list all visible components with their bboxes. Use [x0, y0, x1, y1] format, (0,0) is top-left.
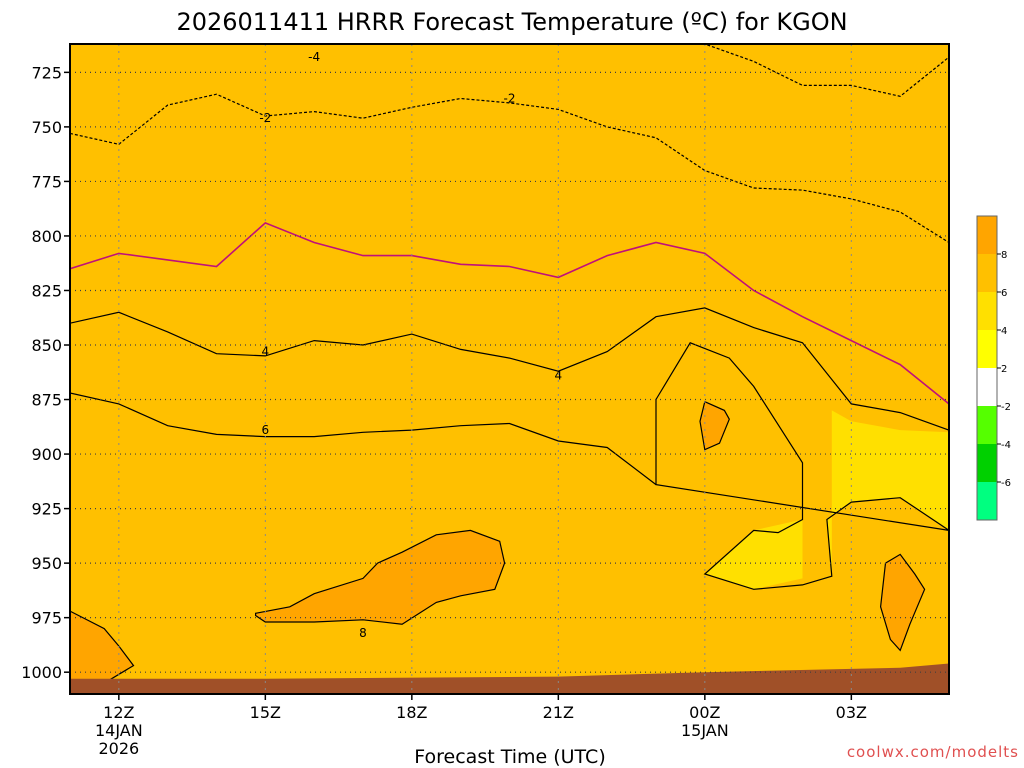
contour-label: 4 [262, 345, 270, 359]
y-tick-label: 825 [31, 281, 62, 300]
surface-ground [70, 663, 949, 694]
y-tick-label: 1000 [21, 663, 62, 682]
colorbar-label: 8 [1001, 250, 1007, 261]
y-tick-label: 725 [31, 63, 62, 82]
x-tick-label: 18Z [396, 703, 427, 722]
contour-lt-4 [597, 44, 949, 97]
contour--4..-2 [70, 93, 949, 244]
contour-labels: -4 -2 -2 4 4 6 8 [259, 50, 562, 640]
contour-warm-6to8-core [655, 342, 949, 590]
colorbar-label: 4 [1001, 326, 1007, 337]
region-yellow-pocket [704, 519, 803, 590]
x-tick-sublabel: 2026 [98, 739, 139, 758]
colorbar-swatch [977, 330, 997, 368]
y-tick-label: 975 [31, 609, 62, 628]
colorbar-swatch [977, 216, 997, 254]
contour-gt8-tiny [699, 400, 730, 451]
y-tick-label: 850 [31, 336, 62, 355]
contour-gt8-left [70, 610, 135, 684]
colorbar: 8 6 4 2 -2 -4 -6 [976, 215, 1011, 521]
chart-title: 2026011411 HRRR Forecast Temperature (ºC… [176, 8, 847, 36]
contour--2..2 [70, 221, 949, 405]
region-gt8-right [880, 554, 925, 651]
colorbar-swatch [977, 482, 997, 520]
x-tick-label: 15Z [250, 703, 281, 722]
colorbar-label: -4 [1001, 440, 1011, 451]
x-tick-label: 03Z [836, 703, 867, 722]
contour-4..6 [70, 392, 657, 486]
contour-label: 8 [359, 626, 367, 640]
y-tick-label: 750 [31, 118, 62, 137]
colorbar-swatch [977, 444, 997, 482]
region-yellow-right [826, 410, 949, 577]
colorbar-label: -2 [1001, 402, 1011, 413]
x-tick-label: 12Z [103, 703, 134, 722]
contour-gt8-mid [255, 529, 506, 625]
x-tick-sublabel: 15JAN [681, 721, 729, 740]
x-tick-label: 00Z [689, 703, 720, 722]
contour-label: 4 [555, 369, 563, 383]
colorbar-swatch [977, 254, 997, 292]
plot-area [70, 44, 949, 694]
colorbar-label: 2 [1001, 364, 1007, 375]
contour-2..4 [70, 307, 949, 431]
y-tick-label: 800 [31, 227, 62, 246]
region-gt8-left [70, 611, 134, 684]
colorbar-swatch [977, 368, 997, 406]
x-tick-sublabel: 14JAN [95, 721, 143, 740]
contour-label: -2 [259, 111, 271, 125]
colorbar-label: -6 [1001, 478, 1011, 489]
contour-label: -4 [308, 50, 320, 64]
y-tick-label: 900 [31, 445, 62, 464]
y-tick-label: 875 [31, 391, 62, 410]
credit-text: coolwx.com/modelts [847, 743, 1019, 761]
contour-label: 6 [262, 423, 270, 437]
colorbar-swatch [977, 406, 997, 444]
x-axis-title: Forecast Time (UTC) [414, 746, 605, 768]
colorbar-swatch [977, 292, 997, 330]
y-tick-label: 925 [31, 500, 62, 519]
contour-label: -2 [504, 92, 516, 106]
y-tick-label: 775 [31, 172, 62, 191]
plot-frame [69, 43, 950, 695]
region-gt8-tiny [700, 401, 730, 450]
x-tick-label: 21Z [543, 703, 574, 722]
y-tick-label: 950 [31, 554, 62, 573]
y-axis: 725 750 775 800 825 850 875 900 925 950 975 1000 [21, 63, 70, 682]
contour-gt8-right [879, 553, 926, 652]
colorbar-label: 6 [1001, 288, 1007, 299]
